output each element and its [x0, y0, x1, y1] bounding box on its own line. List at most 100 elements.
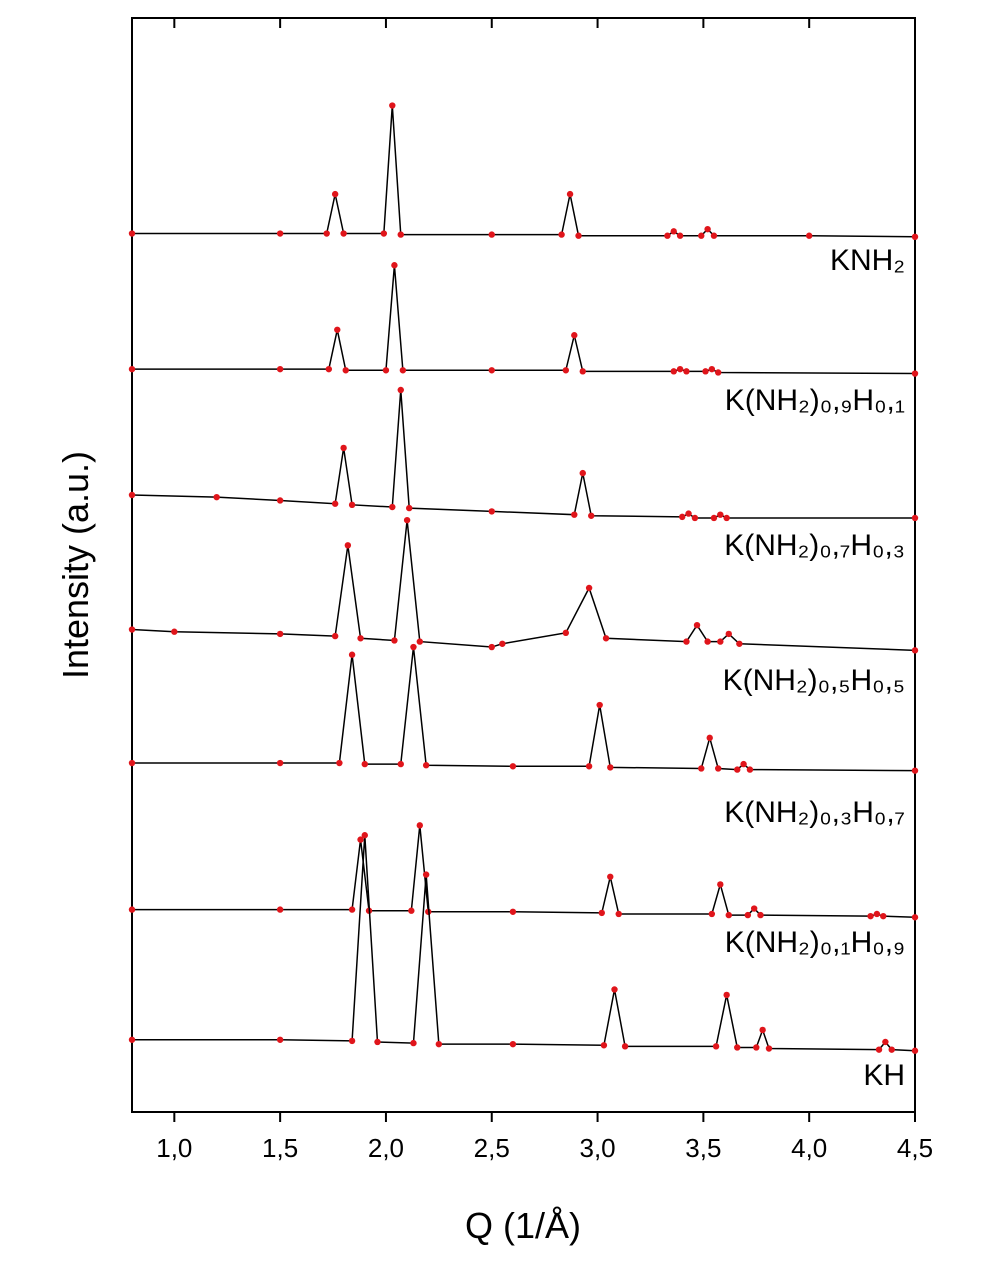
data-point — [406, 504, 413, 512]
data-point — [664, 232, 671, 239]
data-point — [710, 514, 718, 522]
series-label: K(NH₂)₀,₉H₀,₁ — [725, 384, 905, 417]
data-point — [602, 635, 610, 642]
data-point — [676, 365, 684, 373]
data-point — [679, 513, 686, 521]
data-point — [357, 635, 364, 642]
data-point — [706, 734, 713, 742]
data-point — [389, 503, 396, 511]
data-point — [588, 512, 595, 519]
series-label: K(NH₂)₀,₅H₀,₅ — [723, 664, 905, 697]
data-point — [422, 871, 430, 878]
data-point — [348, 1037, 356, 1045]
data-point — [615, 910, 622, 918]
data-point — [276, 630, 284, 638]
data-point — [757, 911, 764, 919]
data-point — [435, 1040, 443, 1048]
data-point — [911, 767, 919, 774]
data-point — [607, 873, 614, 880]
data-point — [128, 491, 136, 499]
data-point — [416, 638, 424, 645]
data-point — [509, 908, 517, 915]
data-point — [744, 911, 752, 919]
data-point — [704, 638, 711, 645]
data-point — [389, 102, 396, 109]
data-point — [693, 621, 701, 629]
data-point — [128, 759, 136, 767]
data-point — [725, 911, 732, 919]
data-point — [753, 1044, 760, 1051]
data-point — [596, 701, 603, 709]
data-point — [336, 759, 343, 767]
data-point — [416, 822, 424, 829]
data-point — [128, 230, 136, 237]
data-point — [340, 444, 347, 452]
data-point — [708, 910, 716, 918]
data-point — [331, 632, 339, 640]
data-point — [403, 516, 411, 524]
data-point — [348, 501, 356, 509]
data-point — [676, 232, 684, 239]
data-point — [685, 510, 692, 517]
data-point — [683, 368, 690, 375]
y-axis-label: Intensity (a.u.) — [55, 451, 96, 679]
data-point — [422, 762, 430, 769]
data-point — [348, 906, 356, 913]
data-point — [276, 230, 284, 237]
data-point — [408, 907, 415, 914]
data-point — [276, 497, 284, 504]
data-point — [805, 232, 813, 239]
data-point — [571, 511, 578, 518]
data-point — [579, 469, 586, 477]
data-point — [509, 763, 517, 770]
data-point — [717, 881, 724, 888]
data-point — [867, 912, 874, 920]
data-point — [128, 906, 136, 913]
data-point — [380, 230, 388, 237]
data-point — [704, 225, 711, 233]
x-tick-label: 1,5 — [262, 1133, 298, 1163]
data-point — [562, 367, 570, 374]
data-point — [575, 232, 582, 239]
data-point — [397, 231, 404, 238]
data-point — [911, 514, 919, 522]
data-point — [621, 1043, 629, 1050]
series-label: KH — [863, 1059, 905, 1092]
data-point — [344, 542, 352, 549]
data-point — [331, 500, 339, 507]
data-point — [750, 905, 758, 912]
data-point — [911, 370, 919, 377]
data-point — [340, 230, 347, 237]
data-point — [410, 1039, 417, 1047]
data-point — [171, 628, 178, 635]
data-point — [334, 326, 341, 333]
data-point — [276, 365, 284, 373]
x-tick-label: 3,0 — [579, 1133, 615, 1163]
data-point — [382, 367, 390, 374]
data-point — [670, 228, 677, 235]
data-point — [882, 1038, 889, 1046]
data-point — [323, 230, 330, 237]
data-point — [911, 233, 919, 240]
data-point — [488, 643, 495, 651]
data-point — [558, 231, 565, 238]
series-label: K(NH₂)₀,₇H₀,₃ — [724, 529, 905, 562]
data-point — [488, 231, 495, 238]
data-point — [276, 906, 284, 913]
data-point — [670, 368, 677, 375]
data-point — [213, 493, 220, 501]
data-point — [911, 1047, 919, 1054]
pattern-line — [132, 825, 916, 919]
data-point — [128, 626, 136, 633]
data-point — [698, 765, 705, 772]
series-label: K(NH₂)₀,₃H₀,₇ — [724, 796, 905, 829]
data-point — [717, 511, 724, 518]
pattern-line — [132, 835, 916, 1052]
data-point — [374, 1038, 381, 1046]
data-point — [410, 643, 417, 651]
x-axis-label: Q (1/Å) — [465, 1205, 581, 1246]
data-point — [691, 514, 699, 522]
data-point — [488, 508, 495, 515]
